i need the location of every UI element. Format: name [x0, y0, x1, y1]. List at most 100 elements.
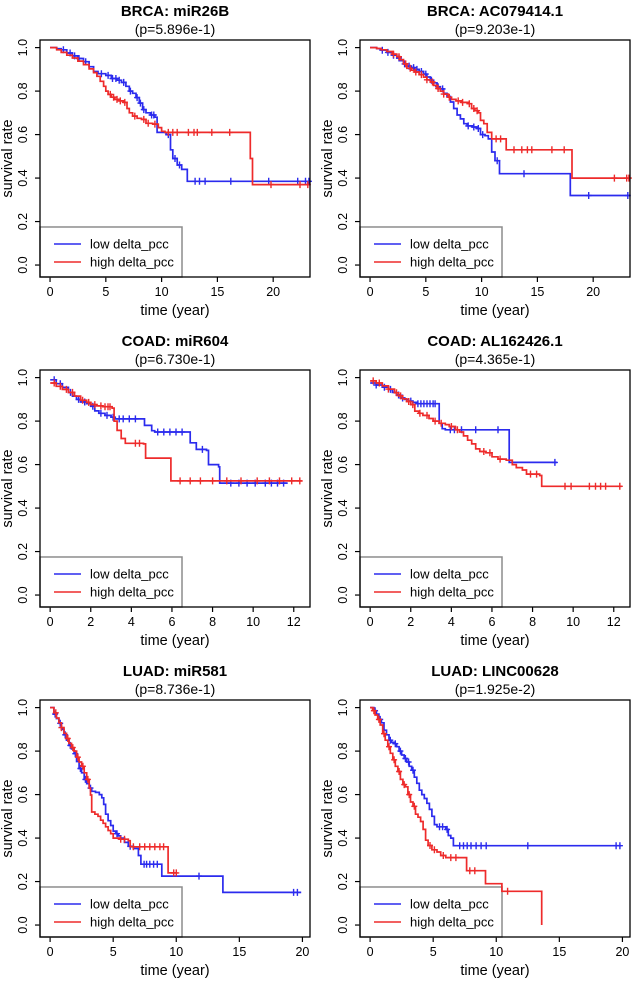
km-curve — [370, 706, 622, 847]
km-plot: 0 5 10 15 20 time (year) 0.0 0.2 0.4 0.6 0.8 1.0 sur… — [0, 699, 311, 979]
x-tick-label: 2 — [407, 615, 414, 629]
x-tick-label: 4 — [448, 615, 455, 629]
km-plot: 0 2 4 6 8 10 12 time (year) 0.0 0.2 0.4 0.6 0.8 1.0 su… — [0, 369, 311, 649]
x-axis-label: time (year) — [140, 633, 209, 649]
y-tick-label: 1.0 — [16, 369, 30, 386]
censor-marks — [60, 46, 312, 185]
y-axis: 0.0 0.2 0.4 0.6 0.8 1.0 survival rate — [320, 369, 360, 604]
plot-pvalue: (p=8.736e-1) — [134, 681, 216, 697]
km-plot: 0 5 10 15 20 time (year) 0.0 0.2 0.4 0.6 0.8 1.0 sur… — [320, 699, 631, 979]
x-tick-label: 10 — [489, 945, 503, 959]
x-tick-label: 15 — [210, 285, 224, 299]
x-tick-label: 5 — [422, 285, 429, 299]
km-curve — [370, 380, 622, 488]
legend-label: high delta_pcc — [410, 254, 494, 269]
x-tick-label: 20 — [586, 285, 600, 299]
x-tick-label: 10 — [155, 285, 169, 299]
plot-pvalue: (p=4.365e-1) — [454, 351, 536, 367]
x-axis: 0 5 10 15 20 time (year) — [367, 277, 600, 319]
y-tick-label: 0.2 — [16, 213, 30, 230]
x-tick-label: 0 — [47, 285, 54, 299]
legend-label: low delta_pcc — [90, 566, 169, 581]
plot-title: COAD: miR604 — [121, 333, 229, 350]
plot-title: COAD: AL162426.1 — [427, 333, 563, 350]
plot-title: BRCA: AC079414.1 — [426, 3, 564, 20]
x-tick-label: 15 — [552, 945, 566, 959]
x-axis: 0 5 10 15 20 time (year) — [367, 937, 629, 979]
censor-marks — [52, 709, 180, 877]
x-tick-label: 5 — [102, 285, 109, 299]
x-tick-label: 20 — [266, 285, 280, 299]
x-tick-label: 12 — [287, 615, 301, 629]
legend-label: low delta_pcc — [410, 896, 489, 911]
km-curve — [370, 46, 630, 197]
x-tick-label: 15 — [232, 945, 246, 959]
x-axis-label: time (year) — [140, 963, 209, 979]
y-tick-label: 0.6 — [16, 786, 30, 803]
x-tick-label: 0 — [367, 945, 374, 959]
y-axis-label: survival rate — [320, 779, 336, 857]
y-tick-label: 0.8 — [336, 412, 350, 429]
x-tick-label: 5 — [110, 945, 117, 959]
x-tick-label: 10 — [475, 285, 489, 299]
y-tick-label: 1.0 — [336, 369, 350, 386]
y-axis-label: survival rate — [0, 119, 16, 197]
y-tick-label: 0.6 — [16, 126, 30, 143]
x-tick-label: 10 — [566, 615, 580, 629]
x-tick-label: 12 — [607, 615, 621, 629]
y-axis: 0.0 0.2 0.4 0.6 0.8 1.0 survival rate — [320, 699, 360, 934]
x-tick-label: 10 — [169, 945, 183, 959]
y-axis: 0.0 0.2 0.4 0.6 0.8 1.0 survival rate — [0, 369, 40, 604]
legend-label: high delta_pcc — [410, 914, 494, 929]
x-axis-label: time (year) — [140, 303, 209, 319]
y-tick-label: 0.0 — [336, 916, 350, 933]
y-axis: 0.0 0.2 0.4 0.6 0.8 1.0 survival rate — [0, 39, 40, 274]
y-tick-label: 0.2 — [336, 543, 350, 560]
y-tick-label: 0.4 — [16, 829, 30, 846]
y-tick-label: 0.8 — [16, 412, 30, 429]
km-plot: 0 2 4 6 8 10 12 time (year) 0.0 0.2 0.4 0.6 0.8 1.0 su… — [320, 369, 631, 649]
x-tick-label: 10 — [246, 615, 260, 629]
x-axis: 0 5 10 15 20 time (year) — [47, 937, 309, 979]
y-axis-label: survival rate — [320, 119, 336, 197]
x-tick-label: 0 — [47, 945, 54, 959]
x-axis: 0 5 10 15 20 time (year) — [47, 277, 280, 319]
plot-title: LUAD: miR581 — [122, 663, 228, 680]
y-tick-label: 0.2 — [336, 213, 350, 230]
y-tick-label: 0.8 — [336, 742, 350, 759]
legend-label: low delta_pcc — [410, 236, 489, 251]
legend-label: high delta_pcc — [90, 254, 174, 269]
plot-box — [39, 699, 311, 938]
km-curve — [50, 706, 302, 894]
legend-label: high delta_pcc — [410, 584, 494, 599]
y-tick-label: 0.0 — [16, 586, 30, 603]
y-tick-label: 0.4 — [16, 499, 30, 516]
plot-box — [359, 39, 631, 278]
x-tick-label: 20 — [615, 945, 629, 959]
km-panel-coad-al162426: COAD: AL162426.1 (p=4.365e-1) 0 2 4 6 8 10 12 t… — [320, 330, 640, 660]
y-tick-label: 1.0 — [336, 699, 350, 716]
censor-marks — [107, 90, 311, 189]
y-tick-label: 0.8 — [16, 742, 30, 759]
plot-pvalue: (p=5.896e-1) — [134, 21, 216, 37]
censor-marks — [51, 376, 287, 487]
y-tick-label: 0.2 — [16, 873, 30, 890]
y-tick-label: 0.8 — [336, 82, 350, 99]
y-tick-label: 1.0 — [336, 39, 350, 56]
y-axis: 0.0 0.2 0.4 0.6 0.8 1.0 survival rate — [320, 39, 360, 274]
km-panel-brca-mir26b: BRCA: miR26B (p=5.896e-1) 0 5 10 15 20 time (… — [0, 0, 320, 330]
x-axis-label: time (year) — [460, 303, 529, 319]
y-tick-label: 0.0 — [336, 586, 350, 603]
y-tick-label: 0.2 — [336, 873, 350, 890]
x-axis-label: time (year) — [460, 633, 529, 649]
censor-marks — [390, 50, 632, 182]
y-tick-label: 0.0 — [336, 256, 350, 273]
censor-marks — [379, 46, 631, 199]
y-tick-label: 0.6 — [336, 456, 350, 473]
x-tick-label: 8 — [209, 615, 216, 629]
y-axis-label: survival rate — [0, 779, 16, 857]
km-panel-luad-linc00628: LUAD: LINC00628 (p=1.925e-2) 0 5 10 15 20 tim… — [320, 660, 640, 990]
plot-pvalue: (p=6.730e-1) — [134, 351, 216, 367]
